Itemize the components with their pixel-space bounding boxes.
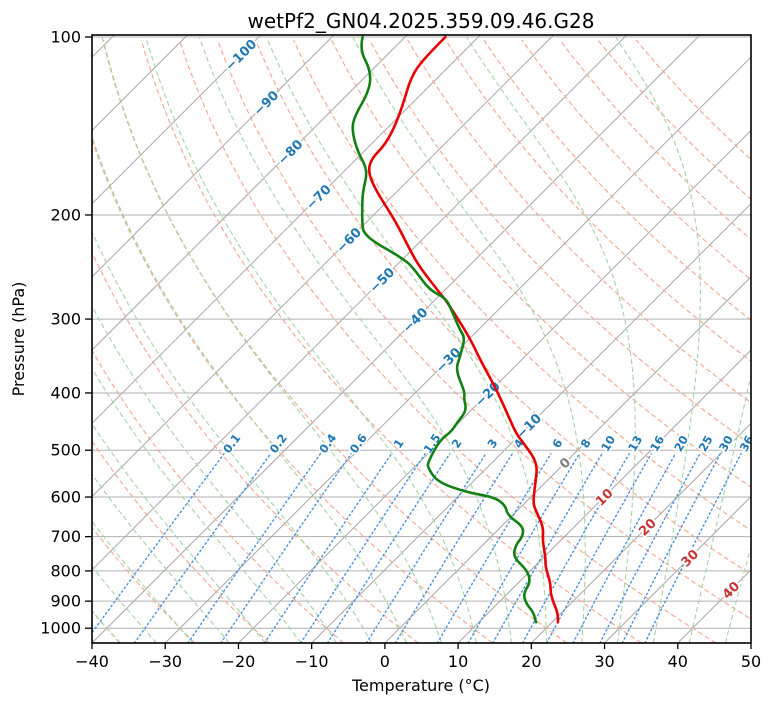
- isotherm-line: [604, 495, 751, 643]
- dry-adiabat-line: [178, 39, 717, 643]
- x-tick-label: −30: [148, 652, 182, 671]
- dry-adiabat-line: [92, 349, 344, 643]
- dry-adiabat-line: [102, 39, 568, 643]
- moist-adiabat-line: [92, 473, 230, 643]
- x-axis-label: Temperature (°C): [351, 676, 490, 695]
- isotherm-line: [92, 35, 335, 278]
- dry-adiabat-line: [407, 39, 751, 404]
- x-tick-label: 0: [380, 652, 390, 671]
- isotherm-line: [530, 422, 751, 643]
- y-tick-label: 200: [50, 205, 81, 224]
- mixing-ratio-line: [644, 453, 742, 643]
- isotherm-line: [92, 35, 628, 571]
- y-tick-label: 700: [50, 527, 81, 546]
- y-tick-label: 1000: [40, 619, 81, 638]
- isotherm-line: [92, 35, 408, 351]
- x-tick-label: −20: [222, 652, 256, 671]
- plot-frame: [91, 34, 752, 644]
- dry-adiabat-line: [635, 39, 751, 161]
- moist-adiabat-line: [101, 36, 442, 643]
- moist-adiabat-line: [615, 36, 701, 643]
- y-tick-label: 900: [50, 592, 81, 611]
- moist-adiabat-line: [92, 520, 194, 643]
- mixing-ratio-line: [492, 453, 603, 643]
- temperature-curve: [367, 35, 560, 624]
- x-tick-label: 30: [594, 652, 614, 671]
- moist-adiabat-line: [92, 367, 302, 643]
- x-tick-label: 10: [448, 652, 468, 671]
- isotherm-line: [238, 129, 751, 643]
- isotherm-line: [92, 35, 262, 205]
- dry-adiabat-line: [521, 39, 751, 281]
- moist-adiabat-line: [352, 36, 586, 643]
- mixing-ratio-lines: [92, 453, 742, 643]
- x-tick-label: −40: [75, 652, 109, 671]
- y-tick-label: 400: [50, 383, 81, 402]
- dry-adiabat-line: [293, 39, 751, 532]
- dry-adiabat-line: [559, 39, 751, 241]
- mixing-ratio-line: [394, 453, 513, 643]
- y-tick-label: 100: [50, 28, 81, 47]
- dry-adiabat-line: [140, 39, 642, 643]
- sounding-curves: [351, 35, 560, 624]
- y-tick-label: 300: [50, 310, 81, 329]
- moist-adiabat-line: [265, 36, 548, 643]
- y-tick-label: 500: [50, 441, 81, 460]
- moist-adiabat-line: [92, 304, 337, 643]
- isotherm-line: [92, 35, 554, 498]
- x-tick-label: −10: [295, 652, 329, 671]
- isotherm-line: [457, 349, 751, 643]
- dry-adiabat-line: [369, 39, 751, 446]
- isotherm-line: [384, 276, 751, 643]
- mixing-ratio-line: [521, 453, 630, 643]
- y-tick-label: 600: [50, 488, 81, 507]
- mixing-ratio-line: [92, 453, 225, 634]
- y-axis-label: Pressure (hPa): [9, 282, 28, 397]
- mixing-ratio-line: [263, 453, 393, 643]
- mixing-ratio-line: [436, 453, 552, 643]
- moist-adiabat-line: [465, 36, 636, 643]
- chart-title: wetPf2_GN04.2025.359.09.46.G28: [248, 9, 595, 33]
- dry-adiabat-line: [331, 39, 751, 488]
- mixing-ratio-line: [133, 453, 272, 643]
- mixing-ratio-line: [572, 453, 676, 643]
- y-tick-label: 800: [50, 561, 81, 580]
- mixing-ratio-line: [545, 453, 652, 643]
- mixing-ratio-line: [220, 453, 352, 643]
- moist-adiabat-line: [92, 422, 266, 643]
- isobar-gridlines: [92, 36, 751, 629]
- mixing-ratio-line: [365, 453, 487, 643]
- dry-adiabat-line: [254, 39, 751, 575]
- mixing-ratio-line: [599, 453, 701, 643]
- moist-adiabat-line: [198, 36, 512, 643]
- x-tick-label: 40: [668, 652, 688, 671]
- moist-adiabat-line: [145, 36, 477, 643]
- mixing-ratio-line: [300, 453, 426, 643]
- x-tick-label: 20: [521, 652, 541, 671]
- moist-adiabat-line: [92, 230, 372, 643]
- isotherm-line: [92, 35, 701, 643]
- dry-adiabat-lines: [92, 39, 751, 643]
- moist-adiabat-lines: [92, 36, 751, 643]
- x-tick-label: 50: [741, 652, 761, 671]
- dewpoint-curve: [351, 35, 538, 624]
- isotherm-line: [92, 35, 481, 425]
- axis-ticks: −40 −30 −20 −10 0 10 20 30 40 50 100 200 300 400 500 60…: [40, 28, 761, 672]
- dry-adiabat-line: [445, 39, 751, 362]
- dry-adiabat-line: [216, 39, 751, 620]
- mixing-ratio-line: [621, 453, 721, 643]
- mixing-ratio-line: [467, 453, 581, 643]
- mixing-ratio-line: [326, 453, 451, 643]
- moist-adiabat-line: [92, 134, 408, 643]
